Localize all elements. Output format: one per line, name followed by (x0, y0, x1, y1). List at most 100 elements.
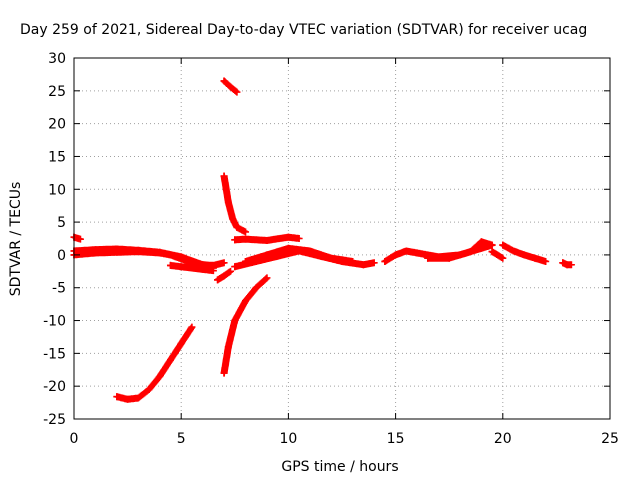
y-tick-label: -15 (43, 346, 66, 362)
data-point (145, 385, 153, 393)
x-tick-label: 5 (177, 431, 186, 447)
data-point (381, 257, 389, 265)
series-arc-7 (220, 77, 241, 96)
data-point (242, 235, 250, 243)
data-point (220, 369, 228, 377)
data-point (359, 261, 367, 269)
data-point (76, 235, 84, 243)
data-point (220, 272, 228, 280)
data-point (477, 244, 485, 252)
data-point (166, 261, 174, 269)
data-point (220, 259, 228, 267)
data-point (488, 241, 496, 249)
y-tick-label: 30 (48, 51, 66, 67)
data-point (156, 248, 164, 256)
data-point (477, 238, 485, 246)
data-point (188, 264, 196, 272)
series-arc-10 (231, 233, 303, 244)
data-point (520, 251, 528, 259)
y-tick-label: 25 (48, 84, 66, 100)
data-point (263, 236, 271, 244)
series-arc-17 (559, 259, 575, 269)
data-point (229, 215, 237, 223)
x-tick-label: 25 (601, 431, 619, 447)
data-point (284, 233, 292, 241)
plot-frame (73, 57, 611, 420)
tick-marks (73, 57, 611, 420)
chart-title: Day 259 of 2021, Sidereal Day-to-day VTE… (20, 22, 587, 38)
data-point (488, 248, 496, 256)
y-tick-label: 15 (48, 149, 66, 165)
data-point (91, 246, 99, 254)
data-point (233, 223, 241, 231)
data-point (209, 267, 217, 275)
x-tick-label: 0 (70, 431, 79, 447)
data-point (177, 263, 185, 271)
series-arc-4 (166, 261, 217, 275)
data-point (124, 395, 132, 403)
data-point (531, 254, 539, 262)
data-point (327, 254, 335, 262)
data-point (559, 259, 567, 267)
data-point (263, 251, 271, 259)
y-tick-label: 0 (57, 248, 66, 264)
data-point (295, 235, 303, 242)
data-point (499, 241, 507, 249)
data-point (542, 257, 550, 265)
data-point (349, 257, 357, 265)
data-point (306, 247, 314, 255)
data-point (231, 317, 239, 325)
data-point (231, 236, 239, 244)
data-point (188, 323, 196, 331)
data-point (227, 83, 235, 91)
data-point (284, 244, 292, 252)
y-tick-label: 5 (57, 215, 66, 231)
data-point (214, 276, 222, 284)
data-point (567, 261, 575, 269)
data-point (510, 247, 518, 255)
data-point (177, 340, 185, 348)
y-tick-label: -25 (43, 412, 66, 428)
data-point (392, 251, 400, 259)
series-arc-16 (499, 241, 550, 265)
y-tick-label: -10 (43, 314, 66, 330)
series-arc-14 (424, 238, 496, 262)
data-point (499, 254, 507, 262)
data-point (231, 263, 239, 271)
series-arc-8 (220, 172, 250, 236)
data-point (227, 267, 235, 275)
y-tick-label: 20 (48, 117, 66, 133)
series-arc-15 (488, 248, 507, 262)
y-tick-label: -5 (52, 281, 66, 297)
data-point (263, 274, 271, 282)
data-point (252, 284, 260, 292)
data-point (199, 265, 207, 273)
series-markers (220, 275, 270, 377)
data-point (424, 254, 432, 262)
series-markers (113, 324, 195, 403)
grid (74, 58, 610, 419)
data-point (467, 248, 475, 256)
data-point (370, 259, 378, 267)
x-axis-label: GPS time / hours (281, 459, 398, 475)
data-point (220, 77, 228, 85)
x-tick-label: 20 (494, 431, 512, 447)
y-tick-label: -20 (43, 379, 66, 395)
data-point (224, 343, 232, 351)
data-point (242, 297, 250, 305)
data-point (134, 246, 142, 254)
data-point (242, 257, 250, 265)
tick-labels: 0 5 10 15 20 25 -25 -20 -15 -10 -5 0 5 10 15 20 25 30 (43, 51, 619, 447)
data-point (134, 394, 142, 402)
series-markers (220, 172, 248, 235)
data-point (156, 372, 164, 380)
series-arc-6 (214, 267, 235, 284)
data-point (177, 253, 185, 261)
data-point (233, 88, 241, 96)
series-arc-9 (220, 274, 271, 377)
x-tick-label: 10 (279, 431, 297, 447)
data-point (113, 245, 121, 253)
data-point (166, 356, 174, 364)
data-point (413, 249, 421, 257)
data-point (242, 228, 250, 236)
